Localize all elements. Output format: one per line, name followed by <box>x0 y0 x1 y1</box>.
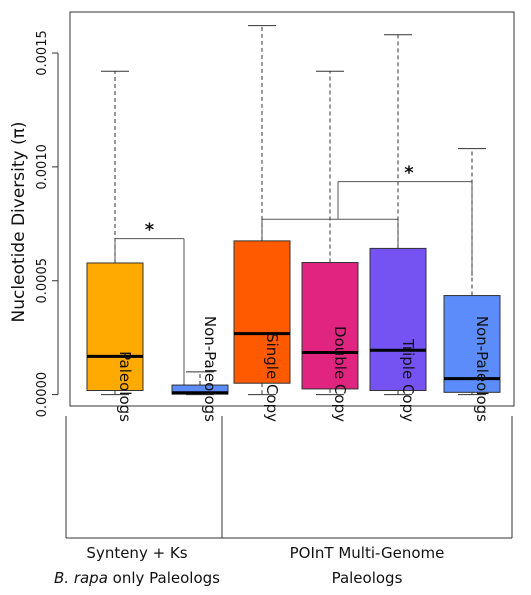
box <box>369 247 427 392</box>
sig-star: * <box>404 163 414 184</box>
group-brackets: Synteny + Ks B. rapa only Paleologs POIn… <box>54 416 513 587</box>
y-axis: 0.0000 0.0005 0.0010 0.0015 <box>35 30 59 418</box>
y-axis-label: Nucleotide Diversity (π) <box>9 122 29 323</box>
group-label-line-2: B. rapa only Paleologs <box>54 569 220 587</box>
box <box>301 262 359 390</box>
y-tick-label: 0.0000 <box>35 372 50 418</box>
category-label: Triple Copy <box>399 338 417 422</box>
category-label: Non-Paleologs <box>473 316 491 422</box>
category-labels: Paleologs Non-Paleologs Single Copy Double … <box>116 316 491 422</box>
group-label-species: B. rapa <box>54 569 108 587</box>
box <box>233 240 291 384</box>
box <box>443 295 501 393</box>
group-label-rest: only Paleologs <box>108 569 220 587</box>
group-label-line-1: Synteny + Ks <box>86 544 187 562</box>
y-tick-label: 0.0005 <box>35 258 50 304</box>
category-label: Single Copy <box>263 333 281 422</box>
category-label: Double Copy <box>331 326 349 422</box>
boxes <box>86 25 501 396</box>
category-label: Non-Paleologs <box>201 316 219 422</box>
sig-star: * <box>145 220 155 241</box>
category-label: Paleologs <box>116 351 134 422</box>
group-label-line-3: POInT Multi-Genome <box>290 544 445 562</box>
y-tick-label: 0.0015 <box>35 30 50 75</box>
y-tick-label: 0.0010 <box>35 144 50 190</box>
plot-frame <box>69 11 515 407</box>
group-label-line-4: Paleologs <box>332 569 403 587</box>
box <box>86 262 144 392</box>
